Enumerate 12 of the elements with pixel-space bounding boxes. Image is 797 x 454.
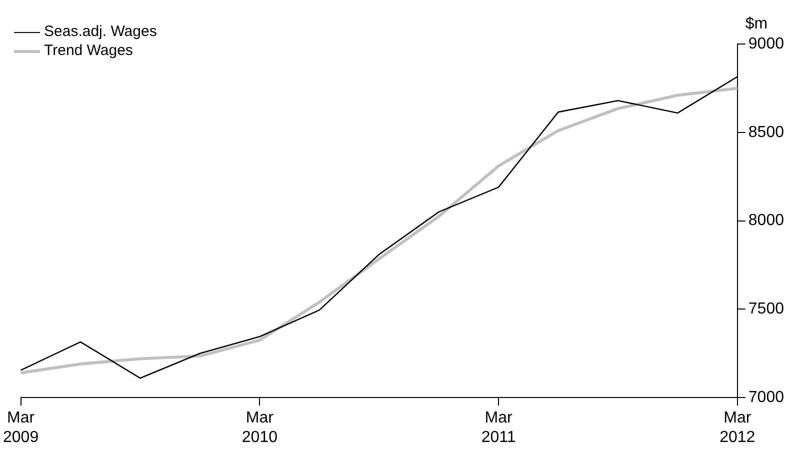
- x-tick-label: Mar 2009: [3, 410, 39, 446]
- y-tick-label: 7500: [748, 300, 784, 318]
- y-tick-label: 8500: [748, 124, 784, 141]
- y-axis-title: $m: [745, 15, 768, 32]
- y-tick-label: 7000: [748, 389, 784, 406]
- y-tick-label: 9000: [748, 35, 784, 52]
- legend-label: Seas.adj. Wages: [44, 23, 157, 40]
- legend-label: Trend Wages: [44, 42, 133, 59]
- x-tick-label: Mar 2012: [720, 410, 756, 446]
- x-tick-label: Mar 2011: [481, 410, 516, 446]
- y-tick-label: 8000: [748, 212, 784, 230]
- x-tick-label: Mar 2010: [242, 410, 278, 446]
